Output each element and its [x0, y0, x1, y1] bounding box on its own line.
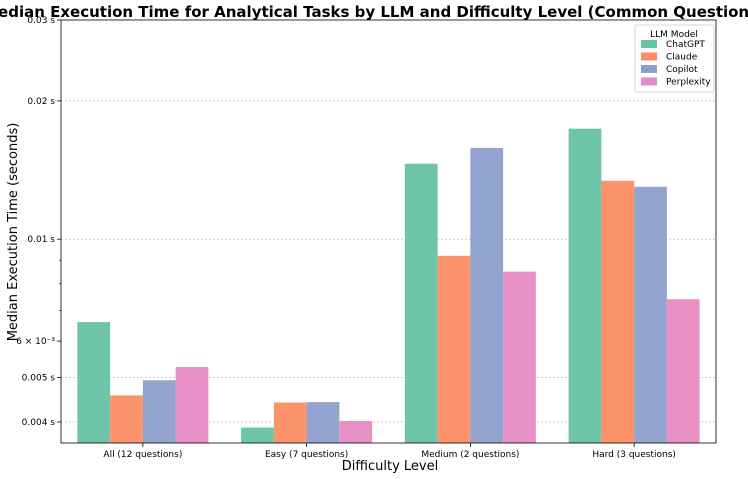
legend-swatch-claude — [641, 52, 657, 61]
bar-chatgpt-0 — [77, 322, 111, 443]
bar-chatgpt-3 — [568, 128, 602, 443]
y-tick-label: 0.005 s — [22, 373, 56, 383]
bar-copilot-0 — [142, 380, 176, 443]
legend-swatch-copilot — [641, 65, 657, 73]
x-tick-label: Easy (7 questions) — [265, 450, 348, 460]
bar-copilot-1 — [306, 402, 340, 443]
bar-claude-1 — [273, 402, 307, 443]
y-axis-ticks: 0.004 s 0.005 s 6 × 10⁻³ 0.01 s 0.02 s 0.03 s — [16, 16, 61, 428]
x-tick-label: All (12 questions) — [103, 450, 182, 460]
y-tick-label: 0.02 s — [27, 97, 55, 107]
bar-perplexity-0 — [175, 366, 209, 443]
bars — [77, 128, 700, 444]
x-tick-label: Hard (3 questions) — [592, 450, 676, 460]
y-tick-label: 0.03 s — [27, 16, 55, 26]
legend-entry-claude: Claude — [666, 53, 698, 63]
legend-title: LLM Model — [650, 30, 698, 40]
legend-swatch-chatgpt — [641, 40, 657, 48]
legend: LLM Model ChatGPT Claude Copilot Perplexity — [634, 24, 715, 93]
bar-claude-3 — [601, 180, 635, 443]
legend-entry-chatgpt: ChatGPT — [666, 40, 705, 50]
x-tick-label: Medium (2 questions) — [421, 450, 519, 460]
y-tick-label: 0.004 s — [22, 418, 56, 428]
x-axis-ticks: All (12 questions) Easy (7 questions) Medi… — [103, 443, 676, 460]
legend-swatch-perplexity — [641, 77, 657, 86]
bar-copilot-2 — [470, 147, 504, 444]
bar-perplexity-1 — [339, 420, 373, 443]
bar-claude-2 — [437, 255, 471, 443]
legend-entry-perplexity: Perplexity — [666, 78, 711, 88]
chart-title: Median Execution Time for Analytical Tas… — [0, 3, 748, 21]
bar-copilot-3 — [634, 186, 667, 443]
bar-chatgpt-2 — [404, 163, 438, 443]
legend-entry-copilot: Copilot — [666, 65, 698, 75]
y-tick-label: 0.01 s — [27, 235, 55, 245]
bar-chatgpt-1 — [241, 427, 274, 443]
x-axis-label: Difficulty Level — [342, 459, 438, 474]
bar-perplexity-2 — [503, 271, 536, 443]
y-axis-label: Median Execution Time (seconds) — [6, 123, 21, 342]
plot-frame — [60, 19, 717, 444]
bar-claude-0 — [110, 395, 143, 443]
bar-perplexity-3 — [666, 299, 700, 443]
y-tick-label: 6 × 10⁻³ — [16, 337, 55, 347]
